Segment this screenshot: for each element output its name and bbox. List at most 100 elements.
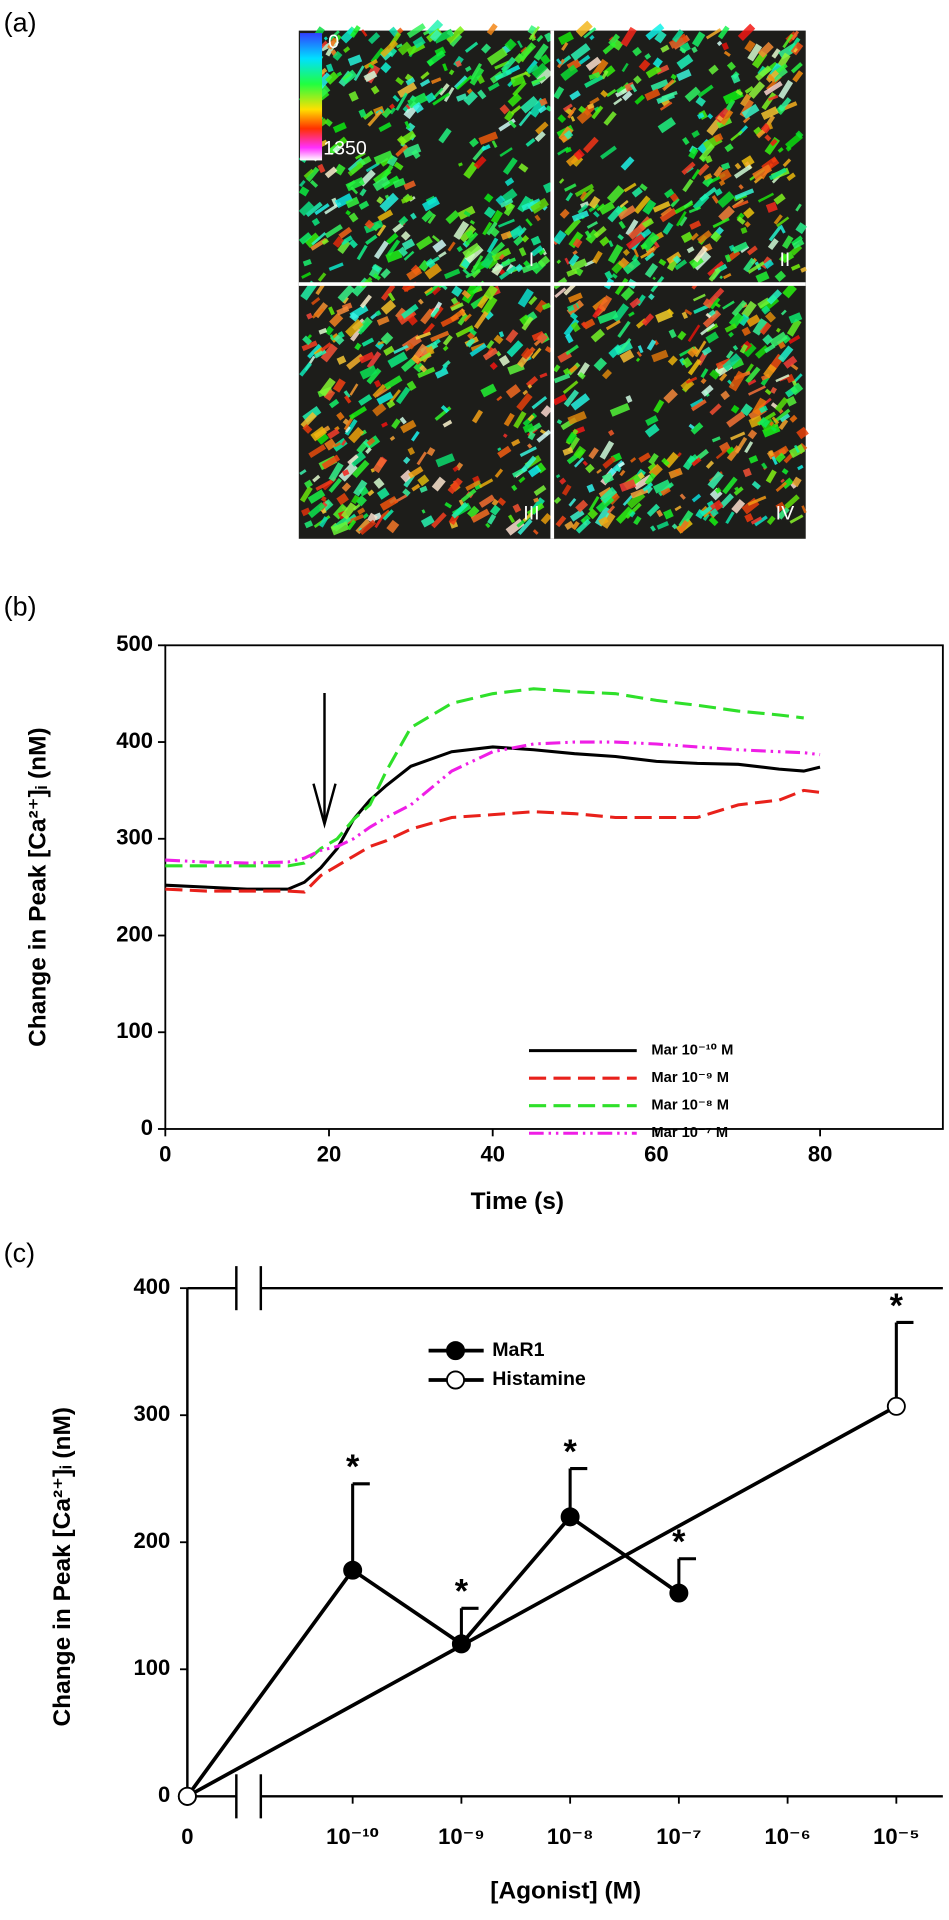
- cell-speckle: [470, 255, 484, 274]
- cell-speckle: [401, 238, 416, 251]
- cell-speckle: [592, 250, 603, 264]
- cell-speckle: [489, 361, 498, 371]
- cell-speckle: [697, 112, 705, 120]
- cell-speckle: [366, 437, 376, 447]
- cell-speckle: [644, 53, 652, 60]
- cell-speckle: [638, 59, 651, 72]
- cell-speckle: [455, 325, 475, 338]
- cell-speckle: [765, 201, 778, 213]
- cell-speckle: [577, 204, 588, 215]
- cell-speckle: [565, 344, 579, 356]
- cell-speckle: [483, 206, 496, 219]
- cell-speckle: [323, 388, 336, 401]
- cell-speckle: [728, 370, 746, 392]
- cell-speckle: [328, 306, 335, 316]
- cell-speckle: [779, 224, 786, 234]
- cell-speckle: [406, 266, 423, 281]
- cell-speckle: [518, 42, 537, 61]
- cell-speckle: [563, 130, 574, 140]
- cell-speckle: [313, 349, 327, 359]
- cell-speckle: [702, 309, 722, 328]
- cell-speckle: [520, 95, 539, 114]
- cell-speckle: [465, 480, 481, 492]
- cell-speckle: [589, 34, 595, 41]
- cell-speckle: [337, 239, 351, 254]
- cell-speckle: [633, 75, 642, 85]
- cell-speckle: [747, 261, 765, 274]
- legend-label: Mar 10⁻⁷ M: [651, 1125, 728, 1141]
- cell-speckle: [483, 193, 494, 203]
- cell-speckle: [407, 315, 418, 326]
- cell-speckle: [760, 106, 779, 121]
- cell-speckle: [766, 289, 783, 305]
- cell-speckle: [382, 509, 394, 521]
- cell-speckle: [641, 232, 660, 252]
- cell-speckle: [679, 47, 687, 54]
- cell-speckle: [357, 507, 366, 515]
- cell-speckle: [600, 145, 617, 160]
- cell-speckle: [768, 167, 787, 181]
- cell-speckle: [501, 44, 511, 54]
- cell-speckle: [389, 103, 395, 110]
- cell-speckle: [482, 347, 499, 361]
- cell-speckle: [621, 62, 629, 73]
- cell-speckle: [697, 84, 714, 98]
- cell-speckle: [521, 261, 539, 274]
- cell-speckle: [419, 78, 431, 88]
- cell-speckle: [561, 42, 569, 51]
- cell-speckle: [567, 410, 587, 425]
- cell-speckle: [599, 440, 615, 460]
- cell-speckle: [765, 69, 780, 83]
- significance-mark: *: [890, 1287, 904, 1325]
- panel-label: (b): [4, 592, 37, 622]
- cell-speckle: [728, 331, 734, 338]
- cell-speckle: [617, 461, 625, 468]
- cell-speckle: [726, 350, 734, 360]
- cell-speckle: [473, 311, 489, 330]
- x-tick-label: 0: [181, 1824, 193, 1849]
- cell-speckle: [687, 346, 698, 358]
- cell-speckle: [373, 379, 382, 388]
- cell-speckle: [731, 241, 749, 254]
- cell-speckle: [338, 331, 345, 339]
- cell-speckle: [762, 423, 781, 438]
- cell-speckle: [768, 226, 782, 242]
- cell-speckle: [777, 52, 791, 69]
- cell-speckle: [434, 367, 449, 379]
- cell-speckle: [321, 238, 329, 246]
- cell-speckle: [469, 62, 483, 81]
- x-axis-title: Time (s): [471, 1188, 564, 1215]
- cell-speckle: [432, 92, 451, 106]
- cell-speckle: [623, 258, 641, 275]
- x-tick-label: 10⁻¹⁰: [326, 1824, 379, 1849]
- cell-speckle: [572, 238, 583, 249]
- cell-speckle: [376, 487, 390, 500]
- cell-speckle: [499, 198, 514, 208]
- cell-speckle: [605, 319, 621, 331]
- cell-speckle: [644, 252, 655, 262]
- cell-speckle: [672, 255, 682, 264]
- cell-speckle: [386, 154, 398, 167]
- panel-label: (c): [4, 1238, 35, 1268]
- cell-speckle: [306, 312, 313, 320]
- cell-speckle: [657, 117, 676, 134]
- cell-speckle: [520, 347, 533, 360]
- cell-speckle: [396, 43, 403, 49]
- cell-speckle: [682, 137, 690, 146]
- cell-speckle: [449, 33, 463, 47]
- cell-speckle: [562, 103, 573, 112]
- cell-speckle: [447, 241, 456, 252]
- cell-speckle: [342, 72, 352, 81]
- cell-speckle: [442, 63, 448, 72]
- cell-speckle: [615, 86, 624, 94]
- cell-speckle: [341, 69, 358, 85]
- cell-speckle: [709, 369, 720, 380]
- cell-speckle: [480, 383, 497, 398]
- cell-speckle: [430, 77, 442, 85]
- cell-speckle: [341, 439, 347, 446]
- cell-speckle: [622, 248, 630, 256]
- cell-speckle: [406, 23, 426, 39]
- cell-speckle: [777, 147, 784, 153]
- cell-speckle: [347, 454, 359, 465]
